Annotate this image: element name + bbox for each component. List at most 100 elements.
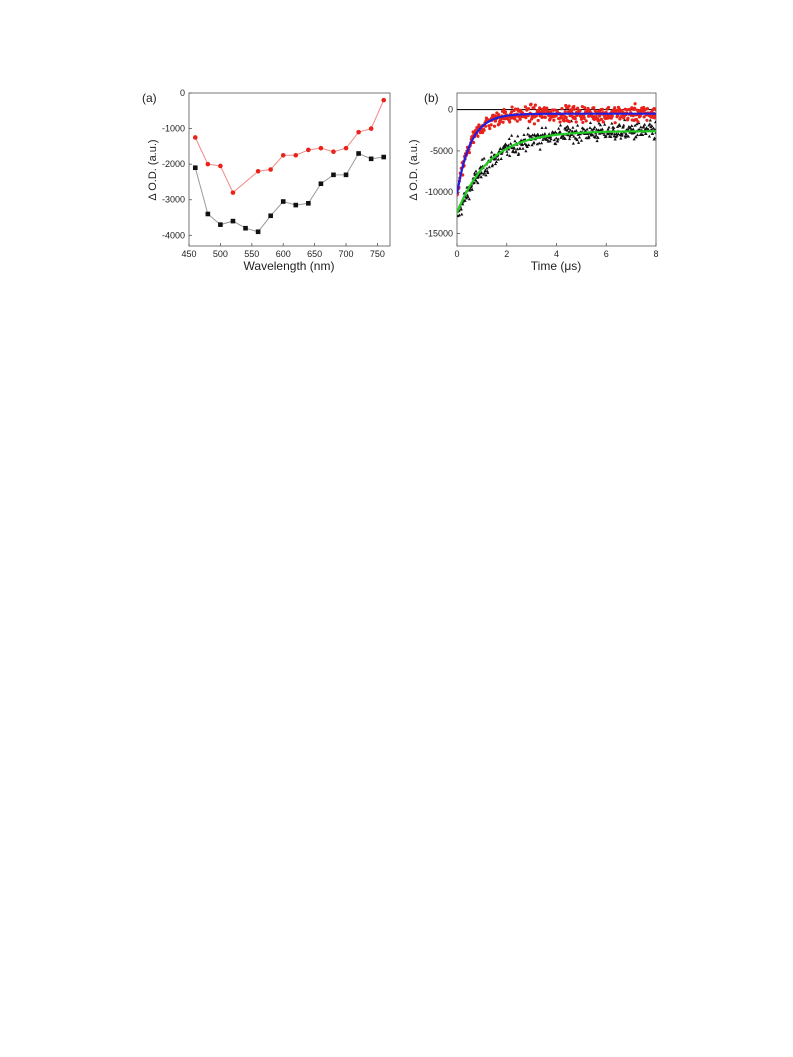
panel-a-series-1-point xyxy=(368,126,374,131)
panel-b-series-1-point xyxy=(474,169,478,173)
panel-b-x-tick-label: 2 xyxy=(504,249,509,259)
panel-a-series-1-point xyxy=(318,145,324,151)
panel-a-y-axis: 0 -1000 -2000 -3000 -4000 xyxy=(162,88,192,240)
panel-b-series-1-point xyxy=(517,151,521,155)
panel-b-series-0-point xyxy=(558,120,562,124)
panel-a-x-axis-label: Wavelength (nm) xyxy=(244,259,335,273)
panel-a-series-0-point xyxy=(331,172,336,178)
panel-b-series-1-point xyxy=(476,181,480,185)
panel-b-series-1-point xyxy=(565,128,569,132)
panel-a-series-0-point xyxy=(230,218,236,224)
panel-b-series-0-point xyxy=(583,106,587,110)
panel-b-series-1-point xyxy=(576,140,581,144)
panel-b-series-0-point xyxy=(528,119,532,124)
panel-b-series-1-point xyxy=(652,136,656,140)
panel-b-series-0-point xyxy=(567,104,571,108)
panel-b-series-1-point xyxy=(652,126,656,130)
panel-b-series-1-point xyxy=(647,134,651,138)
panel-a-y-tick-label: -3000 xyxy=(162,195,185,205)
panel-b-series-1-point xyxy=(529,134,533,138)
panel-b-series-1-point xyxy=(515,147,519,151)
panel-b-series-1-point xyxy=(612,134,616,138)
panel-b-series-1-point xyxy=(508,154,512,157)
panel-b-x-axis-label: Time (μs) xyxy=(531,259,581,273)
panel-a-x-tick-label: 450 xyxy=(181,249,196,259)
panel-a-series-0-point xyxy=(192,165,198,171)
panel-b-series-1-point xyxy=(615,133,619,137)
panel-b-series-0-point xyxy=(472,140,476,145)
panel-b-series-0-point xyxy=(513,107,518,111)
panel-b-series-1-point xyxy=(614,131,619,135)
panel-b-series-0-point xyxy=(597,118,601,123)
panel-b-series-1-point xyxy=(479,175,483,179)
panel-b-y-tick-label: 0 xyxy=(448,105,453,115)
panel-b-series-1-point xyxy=(540,126,544,130)
panel-b-series-0-point xyxy=(633,106,637,110)
panel-a-frame xyxy=(188,92,391,247)
panel-b-series-1-point xyxy=(568,128,573,132)
panel-b-series-1-point xyxy=(634,135,638,139)
panel-b-series-1-point xyxy=(549,137,553,141)
panel-b-series-0-point xyxy=(529,102,533,106)
panel-b-series-1-point xyxy=(582,127,586,131)
panel-b-series-1-point xyxy=(526,132,530,136)
panel-b-series-0-point xyxy=(572,107,576,111)
panel-b-series-1-point xyxy=(557,126,561,130)
panel-b-series-1-point xyxy=(577,135,582,139)
panel-b-series-0-point xyxy=(545,106,549,110)
panel-b-series-1-point xyxy=(612,126,616,129)
panel-b-series-1-point xyxy=(574,128,578,132)
panel-b-series-0-point xyxy=(619,115,623,119)
panel-a-series-1-point xyxy=(343,145,349,151)
panel-b-series-1-point xyxy=(606,132,611,135)
panel-b-series-0-point xyxy=(513,117,517,121)
panel-a-y-tick-label: -1000 xyxy=(162,124,185,134)
panel-b-series-1-point xyxy=(588,121,593,125)
panel-a-series-1-point xyxy=(192,135,198,140)
panel-b-series-1-point xyxy=(653,120,656,124)
panel-b-series-1-point xyxy=(499,157,503,160)
panel-b-series-1-point xyxy=(597,121,601,125)
panel-a-plot-area xyxy=(192,97,387,235)
panel-b-series-1-point xyxy=(606,127,610,131)
panel-b-series-0-point xyxy=(533,103,537,107)
panel-a-series-1-point xyxy=(331,149,336,155)
panel-b-series-1-point xyxy=(644,126,649,130)
panel-b-series-1-point xyxy=(505,149,509,153)
panel-b-series-1-point xyxy=(459,207,463,211)
panel-b-series-1-point xyxy=(630,124,634,127)
panel-b-series-0-point xyxy=(613,106,617,110)
panel-b-series-0-point xyxy=(600,107,604,111)
panel-b-series-0-point xyxy=(653,115,656,119)
panel-a-series-1-point xyxy=(230,190,236,195)
panel-b-series-1-point xyxy=(600,127,604,131)
panel-b-series-1-point xyxy=(513,139,517,143)
panel-b-series-0-point xyxy=(563,110,567,114)
panel-b-series-1-point xyxy=(607,125,611,129)
panel-b-series-1-point xyxy=(485,169,489,173)
panel-b-series-0-point xyxy=(578,109,582,113)
panel-b-series-1-point xyxy=(499,147,503,151)
panel-b-series-1-point xyxy=(482,170,487,174)
panel-b-series-1-point xyxy=(489,155,493,159)
panel-b-series-1-point xyxy=(591,133,595,137)
panel-b-series-0-point xyxy=(628,108,632,112)
panel-b-series-1-point xyxy=(554,142,558,146)
panel-b-series-1-point xyxy=(620,132,624,136)
panel-a-series-1-point xyxy=(356,129,361,135)
panel-b-series-1-point xyxy=(537,141,541,145)
panel-b-series-1-point xyxy=(472,180,476,184)
panel-b-series-0-point xyxy=(642,115,646,119)
panel-b-series-1-point xyxy=(543,132,547,135)
panel-b-series-0-point xyxy=(515,119,519,123)
panel-a-y-tick-label: -4000 xyxy=(162,230,185,240)
panel-b-series-1-point xyxy=(619,136,623,140)
panel-b-series-1-point xyxy=(558,123,563,127)
panel-b-series-1-point xyxy=(566,133,570,137)
panel-b-series-1-point xyxy=(532,140,536,144)
panel-b-series-0-point xyxy=(502,107,506,112)
panel-b-series-1-point xyxy=(572,134,576,138)
panel-b-series-0-point xyxy=(503,110,508,114)
panel-b-series-0-point xyxy=(599,117,603,121)
panel-b-series-1-point xyxy=(480,171,484,174)
